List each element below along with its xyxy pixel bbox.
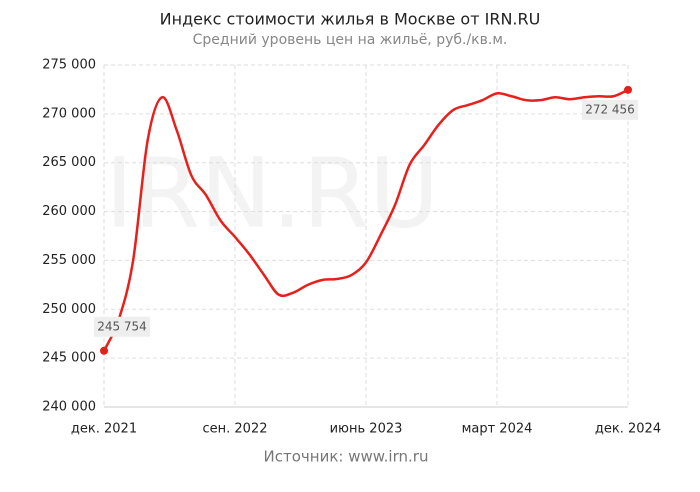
y-tick-label: 265 000 [42,155,96,170]
value-label: 245 754 [97,319,147,333]
value-label: 272 456 [585,102,635,116]
y-tick-label: 275 000 [42,58,96,73]
y-tick-label: 255 000 [42,253,96,268]
x-tick-label: дек. 2021 [71,422,137,437]
y-tick-label: 260 000 [42,204,96,219]
y-tick-label: 240 000 [42,400,96,415]
x-tick-label: июнь 2023 [330,422,403,437]
point [100,346,108,355]
chart-title: Индекс стоимости жилья в Москве от IRN.R… [160,10,541,29]
y-tick-label: 270 000 [42,106,96,121]
x-tick-label: сен. 2022 [203,422,268,437]
value-label-bg [582,99,638,120]
chart-subtitle: Средний уровень цен на жильё, руб./кв.м. [193,32,508,48]
watermark: IRN.RU [105,137,439,249]
y-tick-label: 250 000 [42,302,96,317]
source: Источник: www.irn.ru [264,448,429,466]
x-tick-label: март 2024 [462,422,533,437]
y-tick-label: 245 000 [42,351,96,366]
x-tick-label: дек. 2024 [595,422,661,437]
value-label-bg [94,316,150,337]
point [624,85,632,94]
line [102,88,629,352]
